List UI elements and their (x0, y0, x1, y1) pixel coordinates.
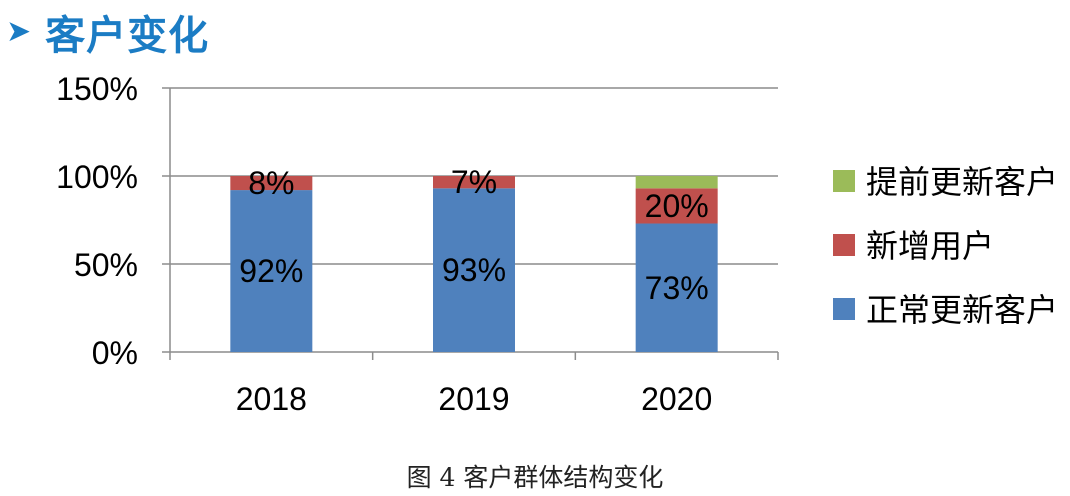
section-title: 客户变化 (45, 13, 210, 59)
section-header: ➤ 客户变化 (6, 0, 209, 64)
data-label: 73% (645, 270, 709, 306)
y-tick-label: 150% (56, 71, 138, 107)
y-tick-label: 50% (74, 247, 138, 283)
legend-swatch (833, 170, 855, 192)
data-label: 20% (645, 188, 709, 224)
bar-segment (230, 176, 313, 191)
x-tick-label: 2019 (438, 381, 509, 417)
data-label: 93% (442, 252, 506, 288)
data-label: 8% (248, 165, 294, 201)
bar-segment (433, 176, 515, 189)
x-tick-label: 2018 (236, 381, 307, 417)
x-tick-label: 2020 (641, 381, 712, 417)
legend-label: 提前更新客户 (866, 163, 1058, 201)
bar-segment (635, 223, 718, 352)
legend-swatch (833, 234, 855, 256)
legend-swatch (833, 298, 855, 320)
data-label: 92% (239, 253, 303, 289)
y-tick-label: 0% (92, 335, 138, 371)
legend-label: 正常更新客户 (866, 291, 1058, 329)
figure-caption: 图 4 客户群体结构变化 (406, 463, 664, 492)
bar-segment (230, 190, 313, 352)
bar-segment (635, 176, 718, 189)
triangle-right-icon: ➤ (6, 14, 32, 49)
y-tick-label: 100% (56, 159, 138, 195)
stacked-bar-chart: 0% 50% 100% 150% 92% 8% 2018 93% 7% 2019 73% 20% 202… (56, 71, 1058, 417)
data-label: 7% (451, 164, 497, 200)
legend-label: 新增用户 (866, 227, 994, 265)
bar-segment (433, 188, 515, 352)
bar-segment (635, 188, 718, 224)
